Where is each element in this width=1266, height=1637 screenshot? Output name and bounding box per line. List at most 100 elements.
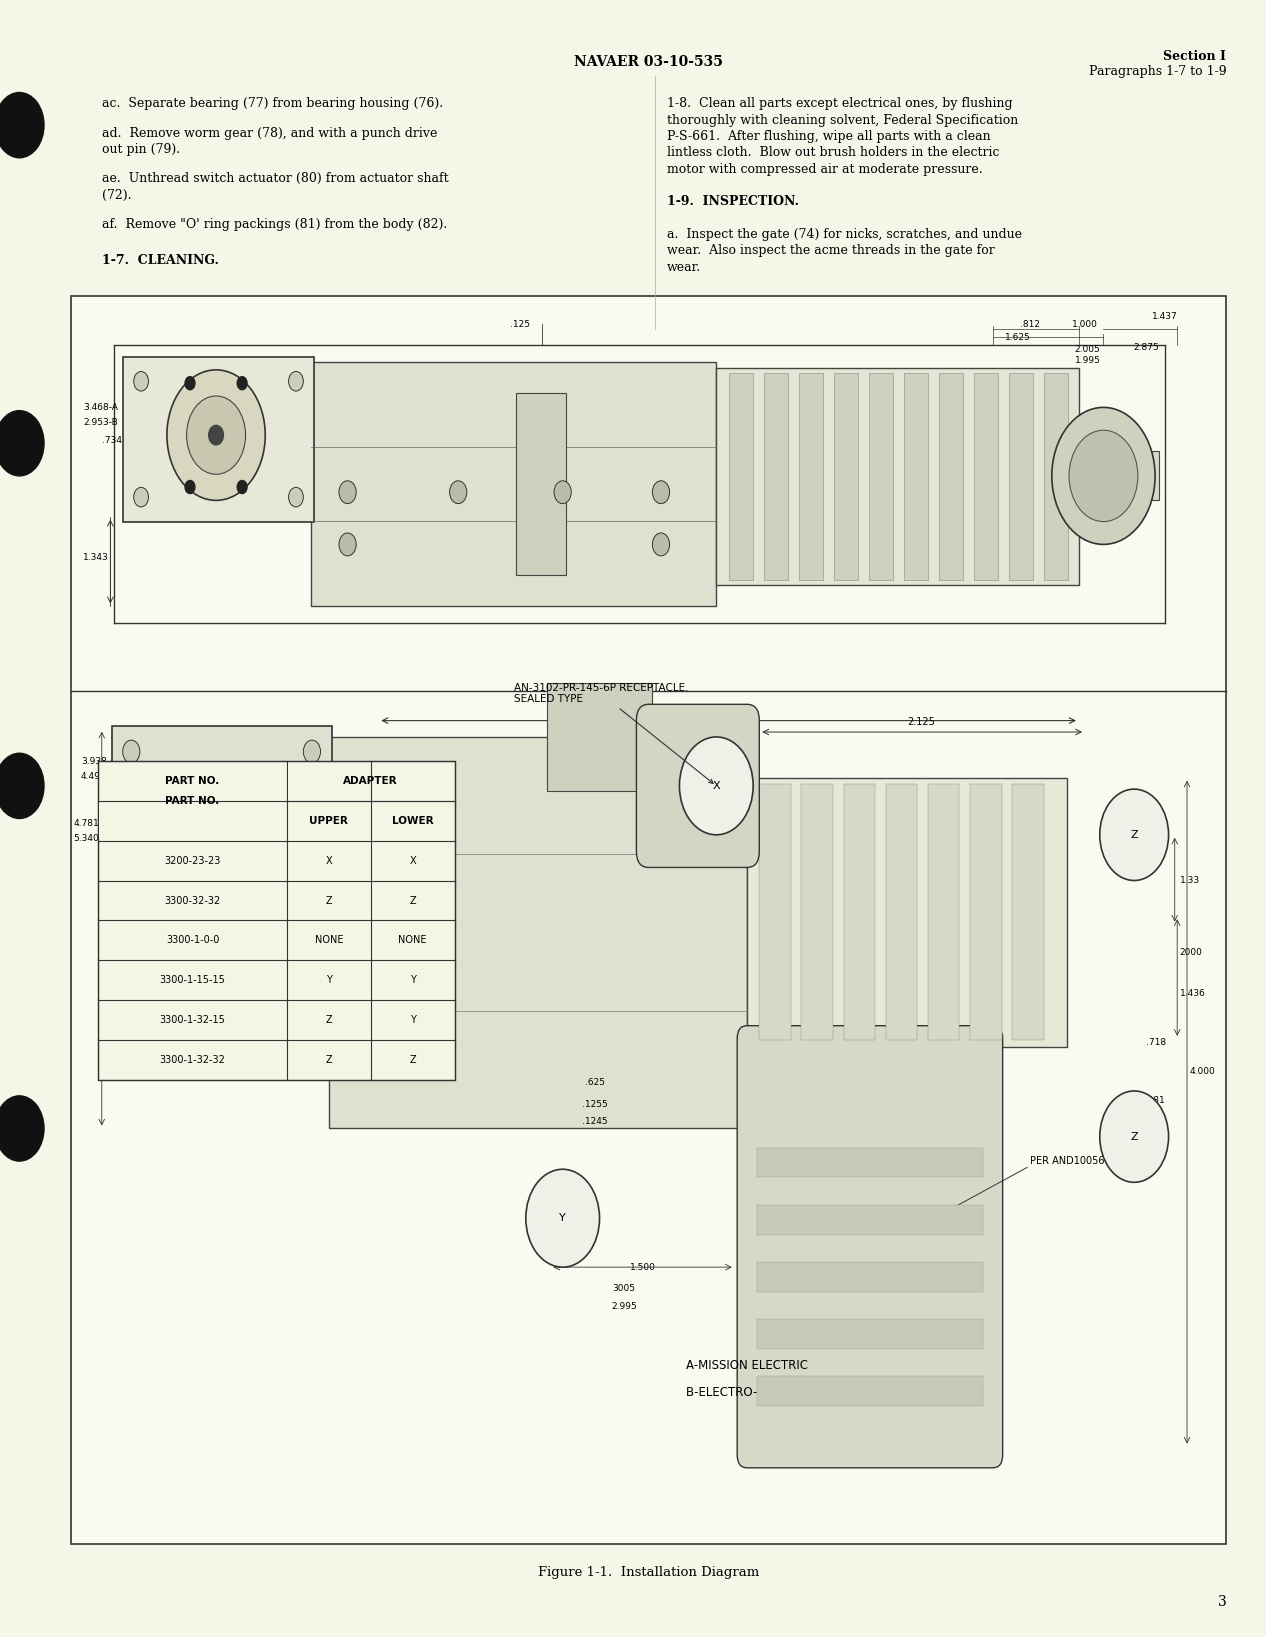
Text: 1-8.  Clean all parts except electrical ones, by flushing: 1-8. Clean all parts except electrical o… (667, 98, 1013, 110)
Circle shape (186, 396, 246, 475)
FancyBboxPatch shape (310, 362, 717, 606)
Text: .1245: .1245 (582, 1118, 608, 1126)
Text: NONE: NONE (315, 935, 343, 945)
Text: PART NO.: PART NO. (166, 776, 220, 786)
FancyBboxPatch shape (729, 373, 753, 579)
Text: B-ELECTRO-AIR MOTOR: B-ELECTRO-AIR MOTOR (686, 1387, 824, 1400)
Text: 3300-1-0-0: 3300-1-0-0 (166, 935, 219, 945)
Text: 1.625: 1.625 (1004, 332, 1031, 342)
Text: 3300-32-32: 3300-32-32 (165, 895, 220, 905)
Circle shape (339, 481, 356, 504)
FancyBboxPatch shape (939, 373, 963, 579)
Circle shape (0, 93, 44, 157)
Text: wear.: wear. (667, 260, 701, 273)
Circle shape (289, 372, 304, 391)
FancyBboxPatch shape (970, 784, 1001, 1041)
Text: 3300-1-32-15: 3300-1-32-15 (160, 1015, 225, 1025)
FancyBboxPatch shape (329, 737, 747, 1128)
Text: Z: Z (409, 1054, 417, 1064)
Text: Z: Z (409, 895, 417, 905)
Text: 1.500: 1.500 (629, 1262, 656, 1272)
Text: 2.005: 2.005 (1075, 344, 1100, 354)
Text: 3300-1-15-15: 3300-1-15-15 (160, 976, 225, 985)
Circle shape (237, 377, 247, 390)
FancyBboxPatch shape (517, 393, 566, 576)
FancyBboxPatch shape (1104, 452, 1158, 501)
Circle shape (1100, 789, 1169, 881)
Text: 3300-1-32-32: 3300-1-32-32 (160, 1054, 225, 1064)
Circle shape (110, 800, 228, 958)
Text: ac.  Separate bearing (77) from bearing housing (76).: ac. Separate bearing (77) from bearing h… (101, 98, 443, 110)
FancyBboxPatch shape (1012, 784, 1043, 1041)
Circle shape (137, 837, 201, 922)
Circle shape (237, 481, 247, 493)
Circle shape (185, 377, 195, 390)
Circle shape (449, 481, 467, 504)
Text: Section I: Section I (1163, 51, 1227, 64)
Text: Y: Y (560, 1213, 566, 1223)
Text: 3.468-A: 3.468-A (84, 403, 118, 413)
Circle shape (652, 481, 670, 504)
Text: 3: 3 (1218, 1594, 1227, 1609)
Text: AN-3102-PR-145-6P RECEPTACLE.
SEALED TYPE: AN-3102-PR-145-6P RECEPTACLE. SEALED TYP… (514, 683, 713, 784)
Text: Z: Z (1131, 830, 1138, 840)
Circle shape (134, 372, 148, 391)
Circle shape (123, 940, 139, 963)
FancyBboxPatch shape (757, 1262, 982, 1292)
Text: 1.436: 1.436 (1180, 989, 1205, 997)
FancyBboxPatch shape (123, 357, 314, 522)
FancyBboxPatch shape (843, 784, 875, 1041)
FancyBboxPatch shape (547, 683, 652, 791)
Text: UPPER: UPPER (309, 817, 348, 827)
Circle shape (0, 1095, 44, 1161)
Text: 3200-23-23: 3200-23-23 (165, 856, 220, 866)
Text: P-S-661.  After flushing, wipe all parts with a clean: P-S-661. After flushing, wipe all parts … (667, 129, 991, 142)
Text: Z: Z (325, 1015, 332, 1025)
Text: ad.  Remove worm gear (78), and with a punch drive: ad. Remove worm gear (78), and with a pu… (101, 126, 437, 139)
Text: 2.995: 2.995 (611, 1301, 637, 1311)
Text: 5.781: 5.781 (715, 706, 742, 715)
FancyBboxPatch shape (637, 704, 760, 868)
Text: 5.340-B: 5.340-B (73, 833, 109, 843)
FancyBboxPatch shape (97, 761, 454, 1079)
FancyBboxPatch shape (974, 373, 999, 579)
Text: 2.875: 2.875 (1133, 342, 1160, 352)
Circle shape (304, 740, 320, 763)
FancyBboxPatch shape (757, 1319, 982, 1349)
Text: 1.281: 1.281 (1141, 1097, 1166, 1105)
Text: af.  Remove "O' ring packings (81) from the body (82).: af. Remove "O' ring packings (81) from t… (101, 218, 447, 231)
Text: PER AND10056: PER AND10056 (1029, 1156, 1104, 1166)
Text: .1255: .1255 (582, 1100, 608, 1108)
Text: 1-7.  CLEANING.: 1-7. CLEANING. (101, 254, 219, 267)
Text: out pin (79).: out pin (79). (101, 142, 180, 156)
FancyBboxPatch shape (289, 763, 370, 799)
Circle shape (289, 488, 304, 507)
Text: ADAPTER: ADAPTER (343, 776, 398, 786)
Circle shape (525, 1169, 600, 1267)
Circle shape (1069, 431, 1138, 522)
Text: 1.33: 1.33 (1180, 876, 1200, 886)
FancyBboxPatch shape (928, 784, 960, 1041)
Text: NONE: NONE (399, 935, 427, 945)
Text: Z: Z (325, 1054, 332, 1064)
Text: 4.000: 4.000 (1190, 1067, 1215, 1076)
Text: 1.995: 1.995 (1075, 355, 1100, 365)
Text: NAVAER 03-10-535: NAVAER 03-10-535 (575, 54, 723, 69)
Text: X: X (409, 856, 417, 866)
Text: Y: Y (325, 976, 332, 985)
Text: Z: Z (325, 895, 332, 905)
FancyBboxPatch shape (71, 296, 1227, 1544)
Text: a.  Inspect the gate (74) for nicks, scratches, and undue: a. Inspect the gate (74) for nicks, scra… (667, 228, 1022, 241)
Text: Z: Z (1131, 1131, 1138, 1141)
Circle shape (304, 940, 320, 963)
Text: Y: Y (410, 1015, 415, 1025)
Text: Y: Y (410, 976, 415, 985)
Text: 4.496-B: 4.496-B (81, 771, 115, 781)
FancyBboxPatch shape (904, 373, 928, 579)
FancyBboxPatch shape (757, 1148, 982, 1177)
FancyBboxPatch shape (757, 1205, 982, 1234)
Circle shape (194, 941, 219, 974)
FancyBboxPatch shape (868, 373, 894, 579)
Circle shape (555, 481, 571, 504)
Text: 3005: 3005 (613, 1283, 636, 1293)
